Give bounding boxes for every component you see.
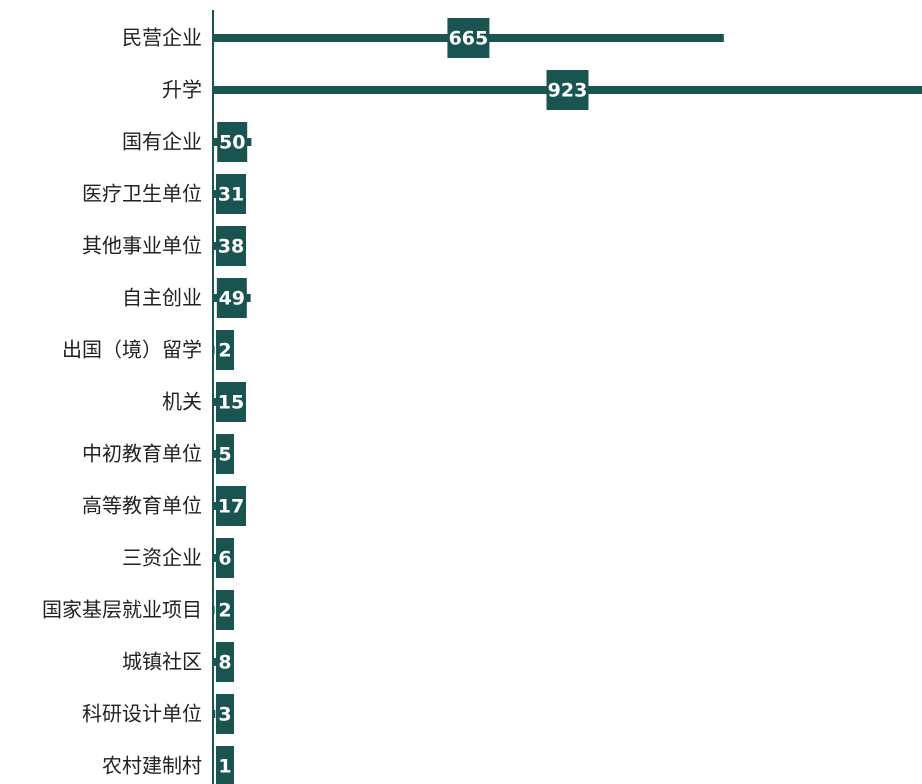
y-tick-label: 医疗卫生单位 [82, 182, 202, 206]
value-label-box [447, 18, 490, 58]
bar [213, 710, 216, 718]
y-tick-label: 城镇社区 [122, 650, 202, 674]
value-label-box [216, 486, 246, 526]
value-label: 8 [218, 652, 231, 674]
y-tick-label: 国家基层就业项目 [42, 598, 202, 622]
y-tick-label: 高等教育单位 [82, 494, 202, 518]
value-label: 5 [218, 444, 231, 466]
value-label: 15 [218, 392, 244, 414]
value-label-box [216, 226, 246, 266]
y-tick-label: 科研设计单位 [82, 702, 202, 726]
y-tick-label: 民营企业 [122, 26, 202, 50]
bar [213, 450, 217, 458]
value-label: 6 [218, 548, 231, 570]
y-tick-label: 升学 [162, 78, 202, 102]
value-label: 17 [218, 496, 244, 518]
value-label-box [217, 122, 248, 162]
value-label: 49 [219, 288, 245, 310]
value-label-box [216, 642, 234, 682]
y-tick-label: 国有企业 [122, 130, 202, 154]
value-label: 3 [218, 704, 231, 726]
value-label-box [216, 330, 234, 370]
y-tick-label: 机关 [162, 390, 202, 414]
y-tick-label: 三资企业 [122, 546, 202, 570]
bar [213, 554, 218, 562]
y-tick-label: 出国（境）留学 [62, 338, 202, 362]
y-tick-label: 中初教育单位 [82, 442, 202, 466]
value-label-box [546, 70, 589, 110]
value-label: 38 [218, 236, 244, 258]
value-label: 1 [218, 756, 231, 778]
value-label: 923 [548, 80, 588, 102]
value-label-box [216, 174, 246, 214]
value-label-box [216, 278, 247, 318]
value-label-box [216, 538, 234, 578]
value-label-box [216, 694, 234, 734]
value-label: 2 [218, 600, 231, 622]
value-label: 31 [218, 184, 244, 206]
value-label: 2 [218, 340, 231, 362]
value-label: 665 [449, 28, 489, 50]
value-label-box [216, 434, 234, 474]
y-tick-label: 其他事业单位 [82, 234, 202, 258]
value-label-box [216, 590, 234, 630]
value-label-box [216, 746, 234, 784]
y-tick-label: 自主创业 [122, 286, 202, 310]
value-label-box [216, 382, 246, 422]
y-tick-label: 农村建制村 [102, 754, 202, 778]
value-label: 50 [219, 132, 245, 154]
